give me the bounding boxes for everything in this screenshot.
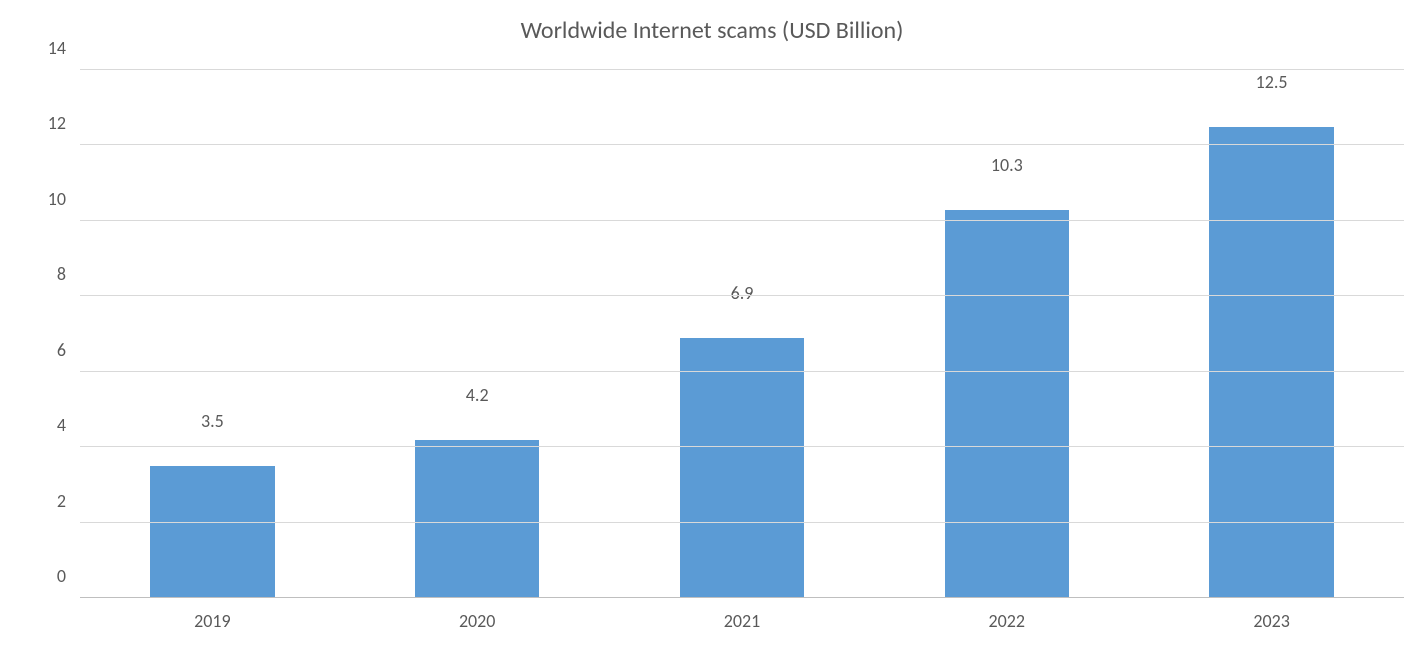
y-tick-label: 12	[48, 112, 80, 134]
bar	[150, 466, 274, 598]
bar-value-label: 3.5	[80, 410, 345, 438]
bar	[1209, 127, 1333, 598]
gridline	[80, 522, 1404, 523]
gridline	[80, 69, 1404, 70]
gridline	[80, 144, 1404, 145]
y-tick-label: 10	[48, 188, 80, 210]
y-tick-label: 0	[57, 565, 80, 587]
x-tick-label: 2020	[345, 598, 610, 632]
x-axis-baseline	[80, 597, 1404, 598]
y-tick-label: 14	[48, 37, 80, 59]
bar-value-label: 4.2	[345, 384, 610, 412]
bar-value-label: 12.5	[1139, 71, 1404, 99]
bar-slot: 12.52023	[1139, 70, 1404, 598]
bar	[415, 440, 539, 598]
bar-value-label: 10.3	[874, 154, 1139, 182]
x-tick-label: 2019	[80, 598, 345, 632]
y-tick-label: 4	[57, 414, 80, 436]
gridline	[80, 446, 1404, 447]
bar-slot: 10.32022	[874, 70, 1139, 598]
bar	[680, 338, 804, 598]
bar-slot: 3.52019	[80, 70, 345, 598]
y-tick-label: 8	[57, 263, 80, 285]
gridline	[80, 371, 1404, 372]
gridline	[80, 295, 1404, 296]
x-tick-label: 2022	[874, 598, 1139, 632]
x-tick-label: 2021	[610, 598, 875, 632]
bar	[945, 210, 1069, 598]
plot-area: 3.520194.220206.9202110.3202212.52023 02…	[80, 70, 1404, 598]
y-tick-label: 6	[57, 339, 80, 361]
chart-title: Worldwide Internet scams (USD Billion)	[0, 16, 1424, 45]
gridline	[80, 220, 1404, 221]
y-tick-label: 2	[57, 490, 80, 512]
bars-container: 3.520194.220206.9202110.3202212.52023	[80, 70, 1404, 598]
x-tick-label: 2023	[1139, 598, 1404, 632]
bar-slot: 4.22020	[345, 70, 610, 598]
bar-slot: 6.92021	[610, 70, 875, 598]
bar-chart: Worldwide Internet scams (USD Billion) 3…	[0, 0, 1424, 660]
